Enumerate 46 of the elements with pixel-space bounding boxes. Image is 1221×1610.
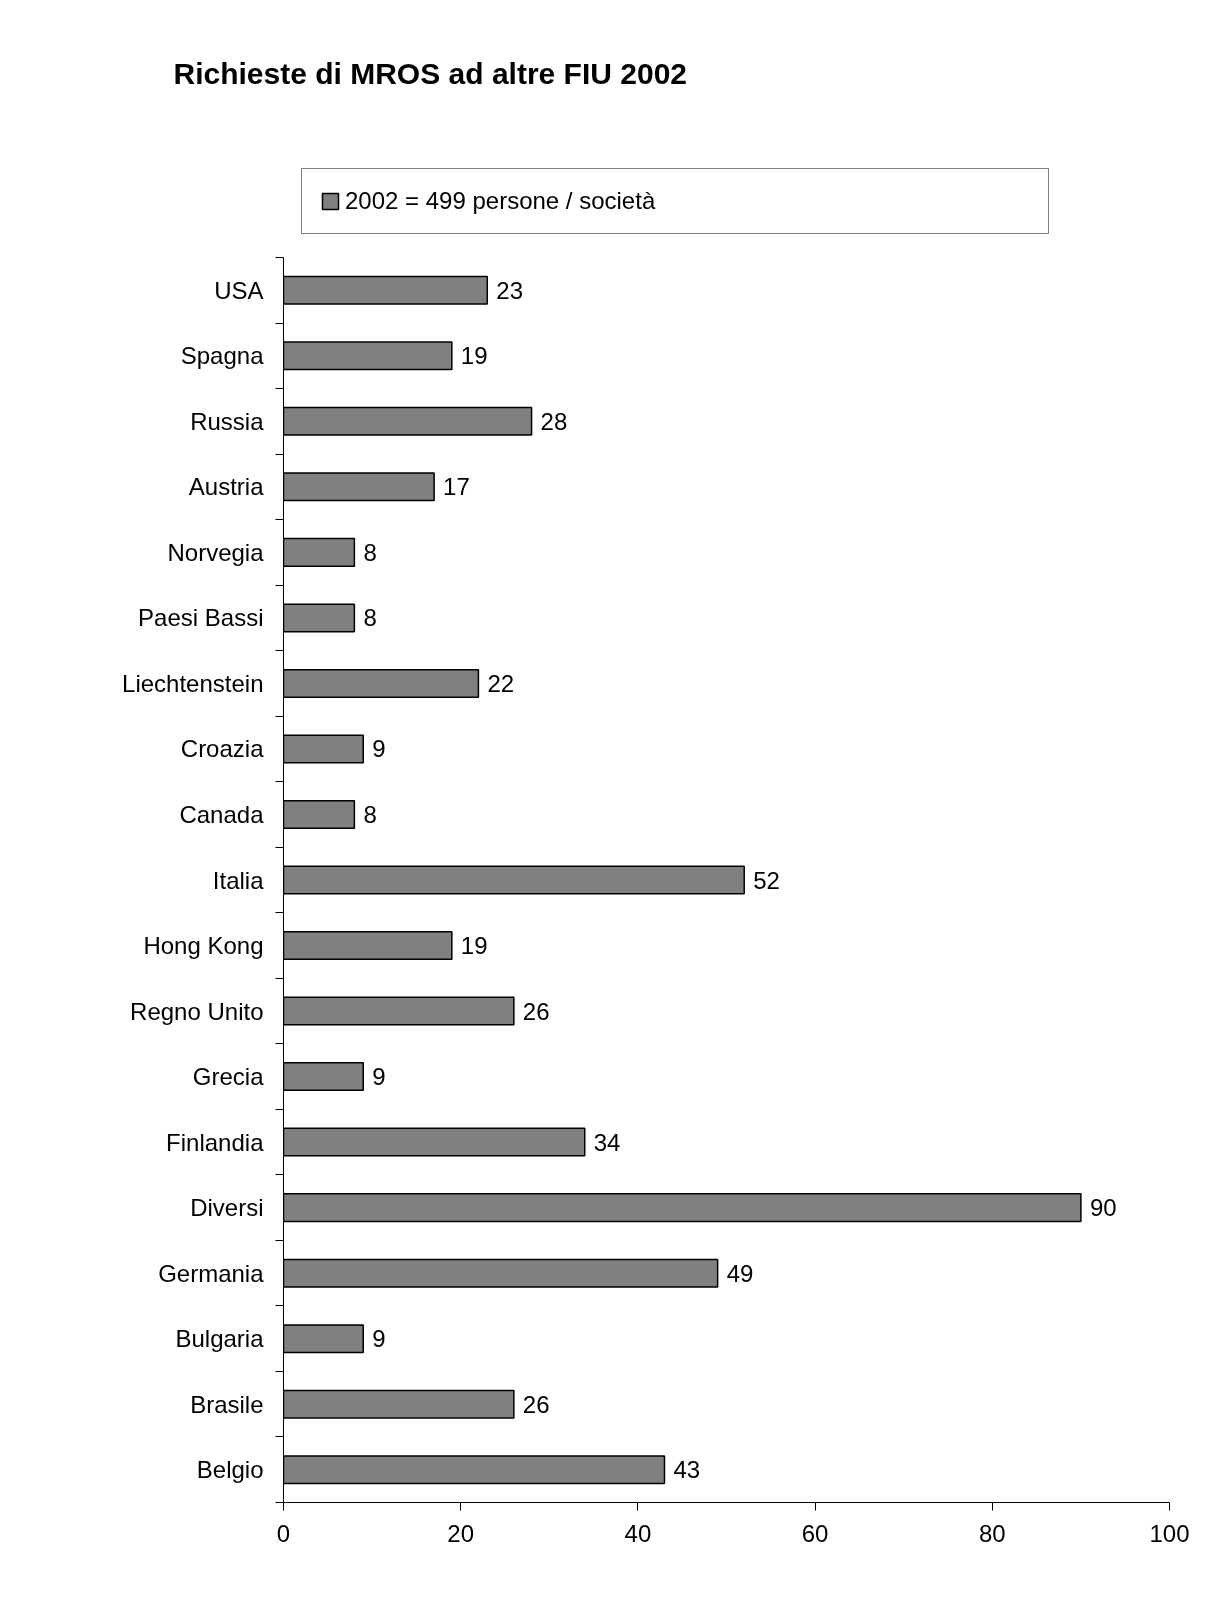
y-tick-label: Hong Kong xyxy=(143,932,264,960)
y-tick-label: Brasile xyxy=(190,1390,264,1418)
data-label: 22 xyxy=(487,669,515,697)
data-label: 28 xyxy=(540,407,568,435)
data-label: 8 xyxy=(363,800,377,828)
data-label: 17 xyxy=(443,473,470,501)
y-tick-label: USA xyxy=(214,276,264,304)
chart-title: Richieste di MROS ad altre FIU 2002 xyxy=(173,56,688,90)
y-tick-label: Spagna xyxy=(180,342,265,370)
data-label: 52 xyxy=(753,866,780,894)
data-label: 9 xyxy=(372,735,386,763)
data-label: 9 xyxy=(372,1063,386,1091)
data-label: 26 xyxy=(522,997,550,1025)
y-tick-label: Diversi xyxy=(190,1194,264,1222)
data-label: 23 xyxy=(496,276,523,304)
data-label: 8 xyxy=(363,538,377,566)
data-label: 34 xyxy=(593,1128,621,1156)
y-tick-label: Bulgaria xyxy=(175,1325,265,1353)
x-tick-label: 20 xyxy=(447,1519,475,1547)
y-tick-label: Paesi Bassi xyxy=(138,604,264,632)
x-tick-label: 60 xyxy=(801,1519,829,1547)
x-tick-label: 100 xyxy=(1149,1519,1190,1547)
data-label: 49 xyxy=(726,1259,754,1287)
y-tick-label: Norvegia xyxy=(167,538,265,566)
data-label: 43 xyxy=(673,1456,701,1484)
y-tick-label: Canada xyxy=(179,800,265,828)
x-tick-label: 80 xyxy=(978,1519,1006,1547)
data-label: 26 xyxy=(522,1390,550,1418)
data-label: 8 xyxy=(363,604,377,632)
y-tick-label: Regno Unito xyxy=(130,997,264,1025)
y-tick-label: Finlandia xyxy=(166,1128,265,1156)
y-tick-label: Liechtenstein xyxy=(122,669,264,697)
y-tick-label: Grecia xyxy=(192,1063,265,1091)
y-tick-label: Austria xyxy=(188,473,265,501)
y-tick-label: Croazia xyxy=(180,735,265,763)
data-label: 9 xyxy=(372,1325,386,1353)
y-tick-label: Italia xyxy=(212,866,265,894)
x-tick-label: 40 xyxy=(624,1519,652,1547)
y-tick-label: Germania xyxy=(158,1259,265,1287)
y-tick-label: Russia xyxy=(190,407,265,435)
data-label: 90 xyxy=(1089,1194,1117,1222)
legend-label: 2002 = 499 persone / società xyxy=(345,187,657,215)
y-tick-label: Belgio xyxy=(196,1456,264,1484)
data-label: 19 xyxy=(460,342,488,370)
data-label: 19 xyxy=(460,932,488,960)
x-tick-label: 0 xyxy=(276,1519,291,1547)
